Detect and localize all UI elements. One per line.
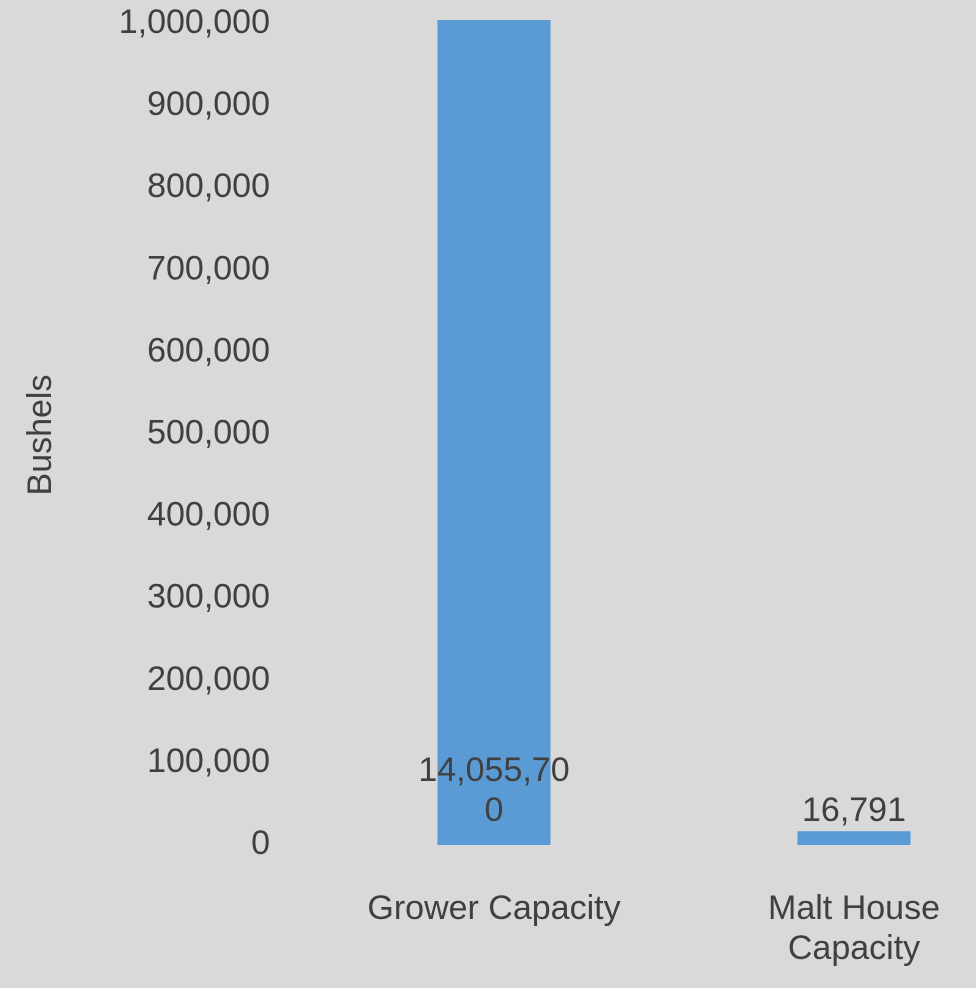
y-tick-label: 1,000,000 bbox=[119, 3, 270, 41]
y-tick-label: 500,000 bbox=[147, 413, 270, 451]
y-tick-label: 100,000 bbox=[147, 742, 270, 780]
y-axis-title: Bushels bbox=[21, 375, 59, 496]
y-tick-label: 200,000 bbox=[147, 660, 270, 698]
value-label: 14,055,700 bbox=[418, 751, 570, 829]
x-tick-label: Grower Capacity bbox=[367, 889, 621, 927]
y-tick-label: 400,000 bbox=[147, 496, 270, 534]
x-tick-label: Malt House Capacity bbox=[768, 889, 940, 967]
y-tick-label: 0 bbox=[251, 824, 270, 862]
y-tick-label: 300,000 bbox=[147, 578, 270, 616]
y-tick-label: 900,000 bbox=[147, 85, 270, 123]
bar bbox=[797, 831, 911, 845]
y-tick-label: 800,000 bbox=[147, 167, 270, 205]
value-label: 16,791 bbox=[802, 791, 906, 829]
plot-area bbox=[437, 20, 911, 845]
bar bbox=[437, 20, 551, 845]
y-tick-label: 600,000 bbox=[147, 331, 270, 369]
y-tick-label: 700,000 bbox=[147, 249, 270, 287]
